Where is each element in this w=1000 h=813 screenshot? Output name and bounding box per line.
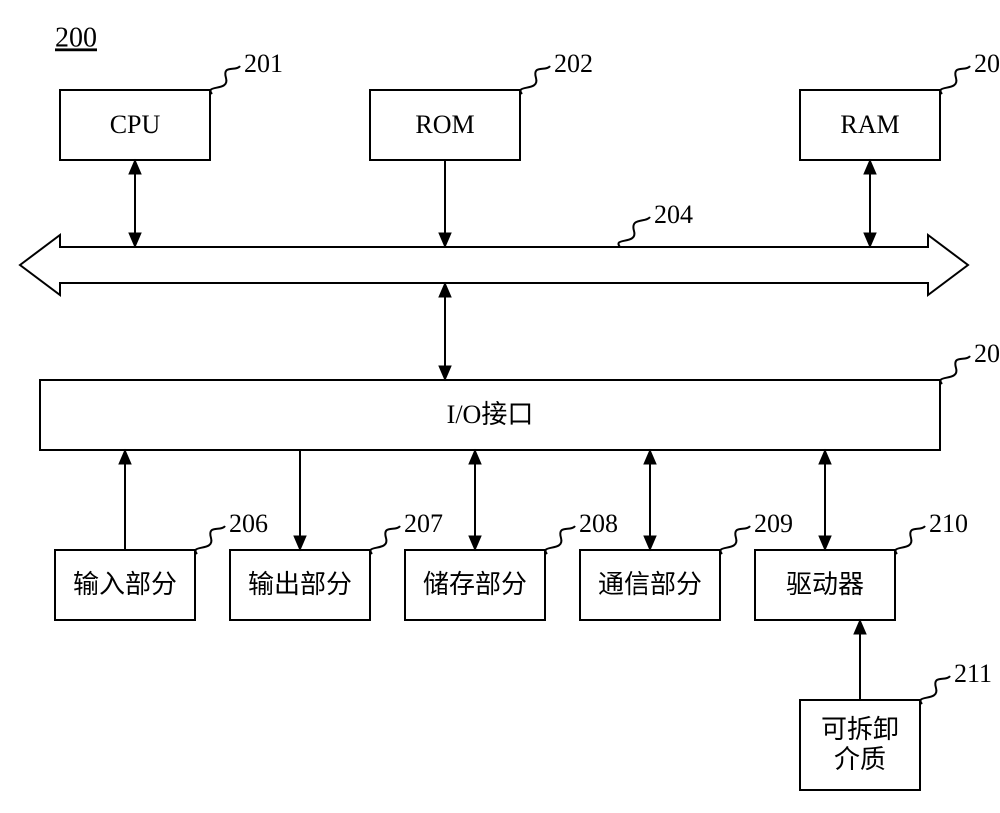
box-in-label: 输入部分	[73, 570, 177, 599]
box-rom-label: ROM	[415, 110, 474, 139]
box-ram-label: RAM	[840, 110, 899, 139]
box-drv-label: 驱动器	[786, 570, 864, 599]
ref-cpu: 201	[244, 49, 283, 78]
box-comm-label: 通信部分	[598, 570, 702, 599]
ref-ram: 203	[974, 49, 1000, 78]
box-io-label: I/O接口	[447, 400, 534, 429]
ref-rem: 211	[954, 659, 992, 688]
ref-rom: 202	[554, 49, 593, 78]
ref-io: 205	[974, 339, 1000, 368]
box-out-label: 输出部分	[248, 570, 352, 599]
ref-out: 207	[404, 509, 443, 538]
ref-comm: 209	[754, 509, 793, 538]
figure-number: 200	[55, 22, 97, 53]
box-rem-label-0: 可拆卸	[821, 715, 899, 744]
ref-bus: 204	[654, 200, 693, 229]
ref-stor: 208	[579, 509, 618, 538]
box-cpu-label: CPU	[110, 110, 161, 139]
box-rem-label-1: 介质	[834, 745, 886, 774]
box-stor-label: 储存部分	[423, 570, 527, 599]
ref-in: 206	[229, 509, 268, 538]
ref-drv: 210	[929, 509, 968, 538]
